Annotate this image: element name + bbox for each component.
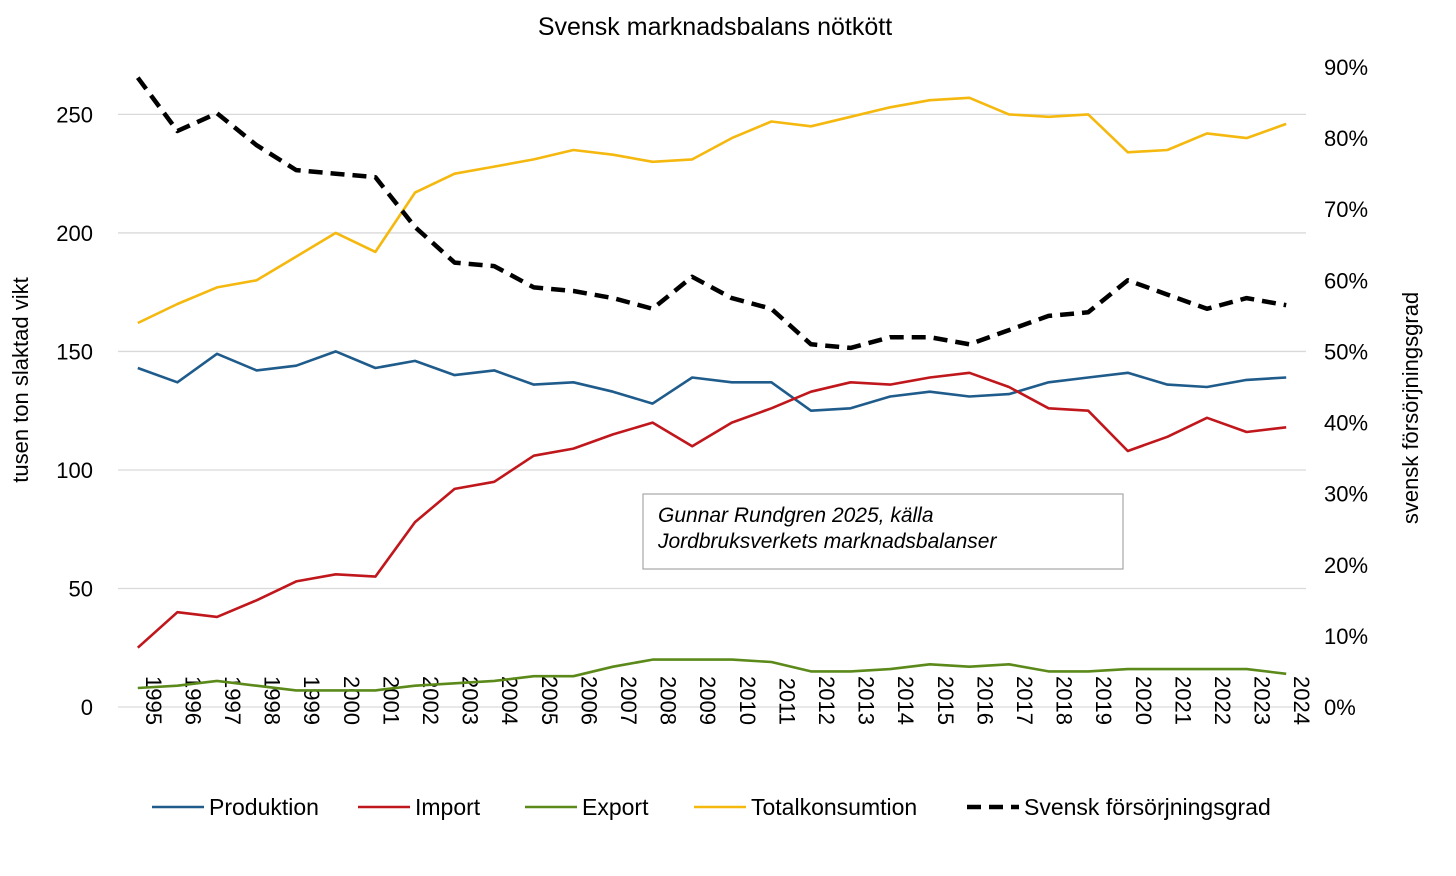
legend-label: Export [582,794,649,820]
x-tick-label: 2014 [893,676,918,725]
x-tick-label: 1999 [299,676,324,725]
legend-label: Totalkonsumtion [751,794,917,820]
source-note-box [642,493,1124,570]
y-axis-left-label: tusen ton slaktad vikt [8,277,33,482]
series-line-produktion [137,350,1287,413]
x-tick-label: 2013 [854,676,879,725]
y-left-tick-label: 150 [56,339,93,364]
y-right-tick-label: 60% [1324,268,1368,293]
y-right-tick-label: 0% [1324,695,1356,720]
x-tick-label: 2021 [1170,676,1195,725]
x-tick-label: 2016 [972,676,997,725]
source-note-line-1: Gunnar Rundgren 2025, källa [658,504,934,527]
source-note: Gunnar Rundgren 2025, källa Jordbruksver… [642,493,1124,570]
legend: Produktion Import Export Totalkonsumtion Sve… [152,794,1271,820]
y-left-tick-label: 100 [56,458,93,483]
y-right-tick-label: 80% [1324,126,1368,151]
x-tick-label: 2019 [1091,676,1116,725]
x-tick-label: 2017 [1012,676,1037,725]
x-tick-label: 2008 [656,676,681,725]
x-tick-label: 2009 [695,676,720,725]
x-tick-label: 2022 [1210,676,1235,725]
y-right-tick-label: 30% [1324,482,1368,507]
y-right-tick-label: 70% [1324,197,1368,222]
x-tick-label: 2015 [933,676,958,725]
legend-label: Produktion [209,794,319,820]
y-right-tick-label: 10% [1324,624,1368,649]
series-line-export [137,658,1287,692]
x-tick-label: 2012 [814,676,839,725]
x-tick-label: 2018 [1052,676,1077,725]
x-tick-label: 2007 [616,676,641,725]
series-line-totalkonsumtion [137,96,1287,325]
y-right-tick-label: 20% [1324,553,1368,578]
x-tick-label: 1998 [260,676,285,725]
x-tick-label: 2006 [576,676,601,725]
right-axis-ticks: 0% 10% 20% 30% 40% 50% 60% 70% 80% 90% [1324,55,1368,720]
x-tick-label: 1995 [141,676,166,725]
y-axis-right-label: svensk försörjningsgrad [1398,292,1423,524]
legend-label: Import [415,794,481,820]
x-axis-ticks: 1995 1996 1997 1998 1999 2000 2001 2002 2003 2004… [141,676,1314,725]
y-left-tick-label: 0 [81,695,93,720]
x-tick-label: 2001 [378,676,403,725]
x-tick-label: 2004 [497,676,522,725]
source-note-line-2: Jordbruksverkets marknadsbalanser [657,530,997,553]
series-lines [135,76,1287,692]
y-right-tick-label: 90% [1324,55,1368,80]
y-left-tick-label: 50 [69,576,93,601]
x-tick-label: 2000 [339,676,364,725]
x-tick-label: 2005 [537,676,562,725]
y-left-tick-label: 250 [56,102,93,127]
x-tick-label: 2024 [1289,676,1314,725]
x-tick-label: 2020 [1131,676,1156,725]
x-tick-label: 2023 [1250,676,1275,725]
left-axis-ticks: 0 50 100 150 200 250 [56,102,93,720]
series-line-svensk-f-rs-rjningsgrad [135,76,1287,351]
legend-label: Svensk försörjningsgrad [1024,794,1271,820]
x-tick-label: 2011 [774,678,799,725]
chart-title: Svensk marknadsbalans nötkött [538,13,892,41]
y-right-tick-label: 50% [1324,339,1368,364]
x-tick-label: 2010 [735,676,760,725]
y-left-tick-label: 200 [56,221,93,246]
y-right-tick-label: 40% [1324,411,1368,436]
series-line-import [136,371,1287,649]
x-tick-label: 2003 [458,676,483,725]
gridlines [118,113,1306,708]
